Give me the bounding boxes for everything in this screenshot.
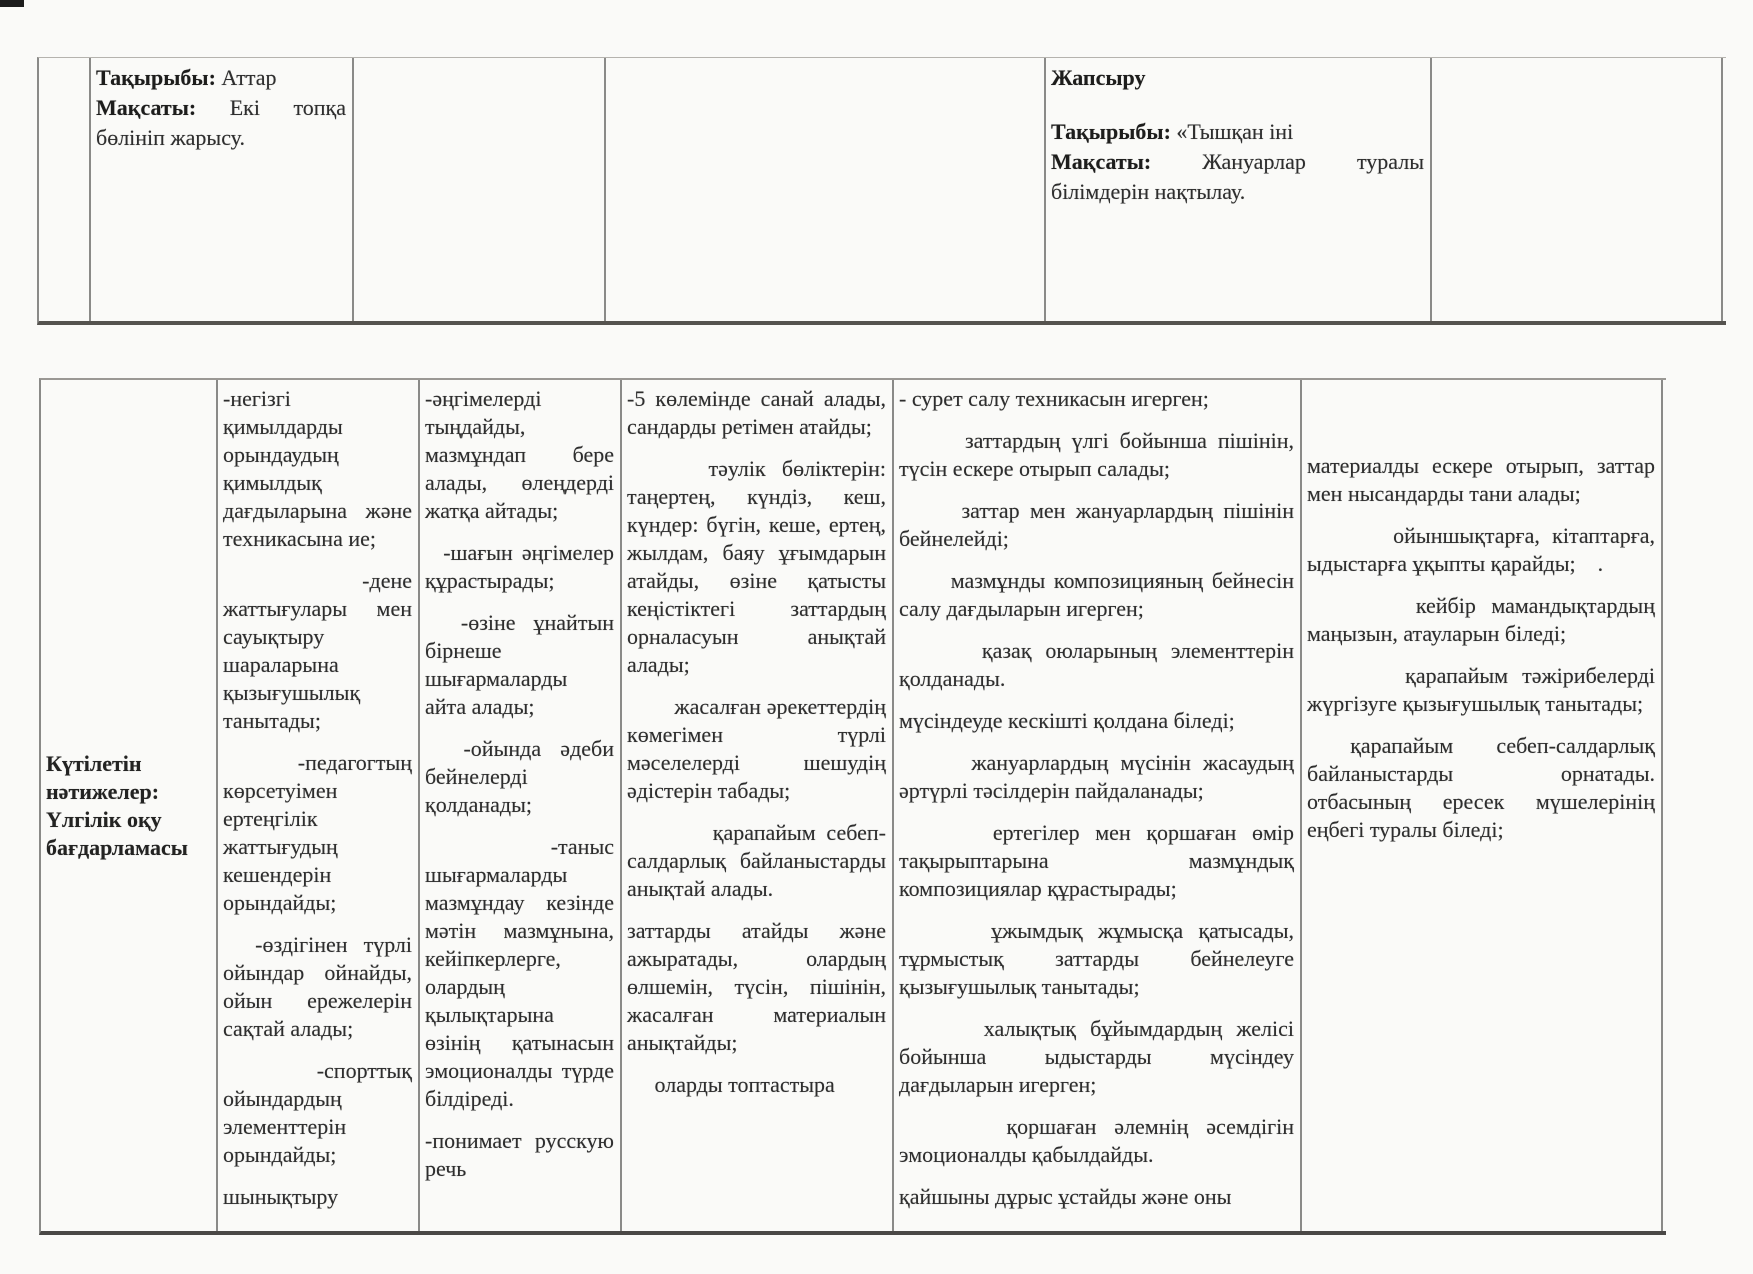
result-paragraph: мүсіндеуде кескішті қолдана біледі;: [899, 708, 1235, 733]
goal-value: Екі топқа бөлініп жарысу.: [96, 95, 346, 150]
result-paragraph: қайшыны дұрыс ұстайды және оны: [899, 1184, 1232, 1209]
theme-label: Тақырыбы:: [1051, 119, 1171, 144]
table-cell-empty: [39, 58, 91, 321]
result-paragraph: жануарлардың мүсінін жасаудың әртүрлі тә…: [899, 750, 1300, 803]
result-paragraph: -таныс шығармаларды мазмұндау кезінде мә…: [425, 834, 620, 1111]
theme-value: «Тышқан іні: [1170, 119, 1294, 144]
goal-label: Мақсаты:: [96, 95, 197, 120]
result-paragraph: заттардың үлгі бойынша пішінін, түсін ес…: [899, 428, 1300, 481]
result-paragraph: -дене жаттығулары мен сауықтыру шаралары…: [223, 568, 418, 733]
result-paragraph: қарапайым тәжірибелерді жүргізуге қызығу…: [1307, 663, 1661, 716]
scan-artifact-corner: [0, 0, 24, 7]
result-paragraph: -педагогтың көрсетуімен ертеңгілік жатты…: [223, 750, 418, 915]
result-paragraph: -шағын әңгімелер құрастырады;: [425, 540, 620, 593]
table-cell-empty: [1432, 58, 1723, 321]
lesson-theme-line: Тақырыбы: Аттар: [96, 63, 346, 93]
result-paragraph: -өздігінен түрлі ойындар ойнайды, ойын е…: [223, 932, 418, 1041]
result-paragraph: жасалған әрекеттердің көмегімен түрлі мә…: [627, 694, 892, 803]
result-paragraph: -негізгі қимылдарды орындаудың қимылдық …: [223, 386, 418, 551]
result-paragraph: ұжымдық жұмысқа қатысады, тұрмыстық затт…: [899, 918, 1300, 999]
lesson-goal-line: Мақсаты: Жануарлар туралы білімдерін нақ…: [1051, 147, 1424, 207]
result-paragraph: шынықтыру: [223, 1184, 339, 1209]
table-cell-lesson-attar: Тақырыбы: Аттар Мақсаты: Екі топқа бөлін…: [91, 58, 354, 321]
result-paragraph: -әңгімелерді тыңдайды, мазмұндап бере ал…: [425, 386, 620, 523]
goal-label: Мақсаты:: [1051, 149, 1152, 174]
lesson-goal-line: Мақсаты: Екі топқа бөлініп жарысу.: [96, 93, 346, 153]
lesson-table: Тақырыбы: Аттар Мақсаты: Екі топқа бөлін…: [37, 57, 1726, 325]
results-header-text: Күтілетін нәтижелер: Үлгілік оқу бағдарл…: [46, 750, 188, 860]
table-cell-empty: [354, 58, 606, 321]
result-paragraph: халықтық бұйымдардың желісі бойынша ыдыс…: [899, 1016, 1300, 1097]
result-paragraph: қазақ оюларының элементтерін қолданады.: [899, 638, 1300, 691]
result-paragraph: кейбір мамандықтардың маңызын, атауларын…: [1307, 593, 1661, 646]
result-paragraph: қарапайым себеп-салдарлық байланыстарды …: [1307, 733, 1661, 842]
results-column-speech: -әңгімелерді тыңдайды, мазмұндап бере ал…: [420, 380, 622, 1231]
results-column-social: материалды ескере отырып, заттар мен ныс…: [1302, 380, 1663, 1231]
result-paragraph: материалды ескере отырып, заттар мен ныс…: [1307, 453, 1661, 506]
table-cell-empty: [606, 58, 1046, 321]
result-paragraph: -ойында әдеби бейнелерді қолданады;: [425, 736, 620, 817]
result-paragraph: қоршаған әлемнің әсемдігін эмоционалды қ…: [899, 1114, 1300, 1167]
result-paragraph: - сурет салу техникасын игерген;: [899, 386, 1209, 411]
results-column-physical: -негізгі қимылдарды орындаудың қимылдық …: [218, 380, 420, 1231]
results-header-cell: Күтілетін нәтижелер: Үлгілік оқу бағдарл…: [41, 380, 218, 1231]
theme-value: Аттар: [215, 65, 277, 90]
theme-label: Тақырыбы:: [96, 65, 216, 90]
expected-results-table: Күтілетін нәтижелер: Үлгілік оқу бағдарл…: [39, 378, 1666, 1235]
result-paragraph: заттарды атайды және ажыратады, олардың …: [627, 918, 892, 1055]
result-paragraph: -понимает русскую речь: [425, 1128, 620, 1181]
result-paragraph: оларды топтастыра: [627, 1072, 835, 1097]
table-cell-lesson-zhapsyru: Жапсыру Тақырыбы: «Тышқан іні Мақсаты: Ж…: [1046, 58, 1432, 321]
activity-title: Жапсыру: [1051, 63, 1424, 93]
result-paragraph: мазмұнды композицияның бейнесін салу дағ…: [899, 568, 1300, 621]
results-column-cognitive: -5 көлемінде санай алады, сандарды ретім…: [622, 380, 894, 1231]
activity-title-text: Жапсыру: [1051, 65, 1146, 90]
results-column-creative: - сурет салу техникасын игерген; заттард…: [894, 380, 1302, 1231]
goal-value: Жануарлар туралы білімдерін нақтылау.: [1051, 149, 1424, 204]
result-paragraph: заттар мен жануарлардың пішінін бейнелей…: [899, 498, 1300, 551]
result-paragraph: ойыншықтарға, кітаптарға, ыдыстарға ұқып…: [1307, 523, 1661, 576]
lesson-theme-line: Тақырыбы: «Тышқан іні: [1051, 117, 1424, 147]
result-paragraph: қарапайым себеп-салдарлық байланыстарды …: [627, 820, 892, 901]
result-paragraph: -5 көлемінде санай алады, сандарды ретім…: [627, 386, 892, 439]
result-paragraph: тәулік бөліктерін: таңертең, күндіз, кеш…: [627, 456, 892, 677]
result-paragraph: -спорттық ойындардың элементтерін орында…: [223, 1058, 418, 1167]
result-paragraph: -өзіне ұнайтын бірнеше шығармаларды айта…: [425, 610, 620, 719]
result-paragraph: ертегілер мен қоршаған өмір тақырыптарын…: [899, 820, 1300, 901]
